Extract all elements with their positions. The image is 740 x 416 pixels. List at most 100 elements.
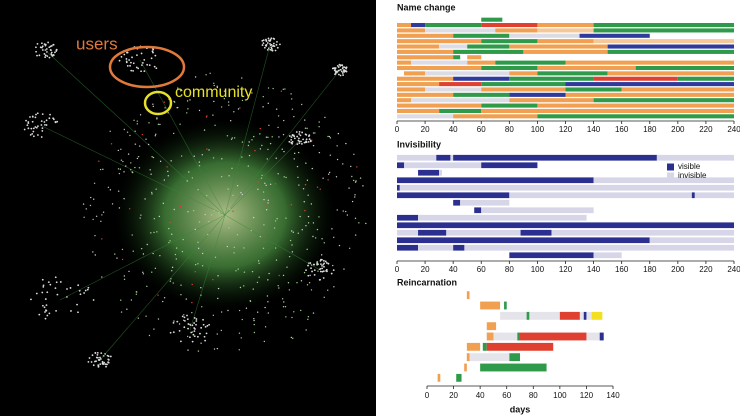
node xyxy=(216,333,218,335)
node xyxy=(251,139,253,141)
node xyxy=(267,148,269,151)
node xyxy=(194,76,197,78)
node xyxy=(182,238,184,241)
segment xyxy=(397,23,412,28)
node xyxy=(187,349,189,351)
node xyxy=(309,262,312,264)
node xyxy=(174,253,177,256)
node xyxy=(267,102,269,105)
node xyxy=(172,282,174,284)
node xyxy=(354,196,356,198)
node xyxy=(190,331,193,334)
node xyxy=(194,328,196,330)
node xyxy=(101,276,103,278)
node xyxy=(97,364,100,367)
segment xyxy=(397,87,426,92)
segment xyxy=(397,114,454,119)
node xyxy=(48,312,51,315)
node xyxy=(362,185,364,187)
node xyxy=(191,331,194,333)
node xyxy=(263,236,265,238)
node xyxy=(307,316,310,318)
node xyxy=(317,263,320,266)
segment xyxy=(607,49,734,54)
node xyxy=(333,286,335,288)
node xyxy=(120,311,123,313)
node xyxy=(180,284,182,286)
node xyxy=(130,61,132,64)
node xyxy=(350,165,352,168)
node xyxy=(120,55,123,58)
node xyxy=(100,220,102,223)
segment xyxy=(591,311,603,320)
node xyxy=(167,175,170,177)
node xyxy=(342,69,345,72)
node xyxy=(354,194,356,196)
node xyxy=(162,202,165,205)
node xyxy=(343,66,346,69)
node xyxy=(278,274,280,277)
node xyxy=(110,143,113,145)
node xyxy=(44,54,47,57)
node xyxy=(263,340,266,343)
node xyxy=(152,105,155,108)
node xyxy=(79,293,82,296)
node xyxy=(169,331,172,334)
segment xyxy=(467,60,496,65)
node xyxy=(155,67,158,70)
node xyxy=(271,49,273,52)
node xyxy=(336,65,339,67)
segment xyxy=(593,98,734,103)
segment xyxy=(537,103,734,108)
node xyxy=(203,335,206,338)
segment xyxy=(593,28,734,33)
node xyxy=(131,234,133,236)
node xyxy=(197,247,200,250)
node xyxy=(94,234,96,237)
users-ring xyxy=(108,45,186,89)
node xyxy=(156,231,158,233)
node xyxy=(31,115,34,118)
node xyxy=(259,133,261,135)
node xyxy=(35,46,37,49)
node xyxy=(271,136,273,138)
segment xyxy=(453,154,657,161)
node xyxy=(217,275,219,277)
node xyxy=(290,230,293,232)
node xyxy=(313,269,316,272)
segment xyxy=(583,311,587,320)
node xyxy=(157,318,160,320)
node xyxy=(290,138,293,141)
node xyxy=(233,246,235,248)
node xyxy=(297,232,299,234)
node xyxy=(263,198,265,201)
node xyxy=(132,250,134,252)
segment xyxy=(439,82,482,87)
node xyxy=(35,50,37,53)
node xyxy=(187,327,189,330)
node xyxy=(332,269,335,271)
node xyxy=(187,323,190,325)
node xyxy=(332,67,334,70)
node xyxy=(133,119,135,121)
segment xyxy=(537,71,608,76)
node xyxy=(45,309,48,312)
node xyxy=(262,39,265,42)
node xyxy=(92,364,95,367)
node xyxy=(142,273,145,275)
node xyxy=(281,148,283,150)
segment xyxy=(397,108,440,113)
node xyxy=(265,43,268,46)
node xyxy=(228,104,230,106)
node xyxy=(30,298,32,301)
node xyxy=(322,259,325,262)
node xyxy=(109,130,111,133)
segment xyxy=(481,162,538,169)
node xyxy=(191,177,194,179)
node xyxy=(288,255,291,258)
node xyxy=(278,136,280,138)
node xyxy=(77,311,79,314)
x-tick-label: 160 xyxy=(615,125,629,134)
node xyxy=(172,331,175,334)
node xyxy=(120,148,122,151)
